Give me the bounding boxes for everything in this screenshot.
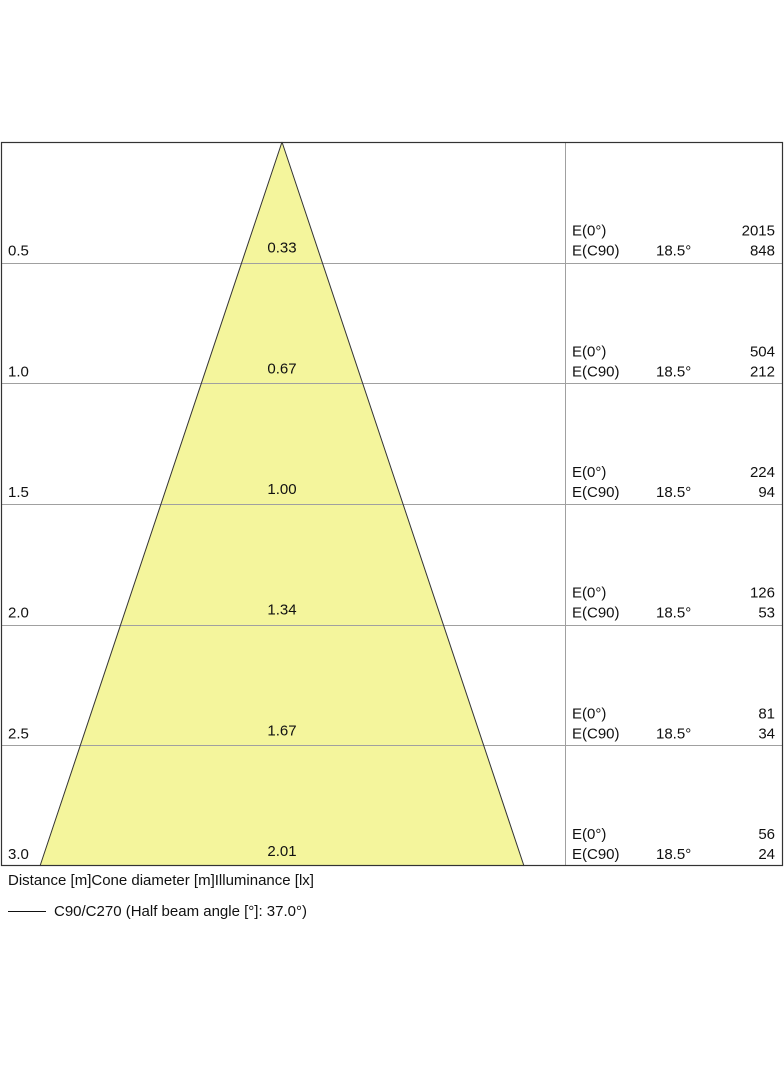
e0-label: E(0°) [572,223,606,240]
e0-label: E(0°) [572,464,606,481]
ec90-value: 34 [758,725,775,742]
cone-edge-left [39,141,283,867]
ec90-value: 53 [758,605,775,622]
half-angle-label: 18.5° [656,846,691,863]
ec90-value: 24 [758,846,775,863]
ec90-label: E(C90) [572,363,620,380]
legend-label: C90/C270 (Half beam angle [°]: 37.0°) [54,903,307,920]
chart-frame [0,141,784,867]
ec90-value: 94 [758,484,775,501]
distance-label: 0.5 [8,243,29,260]
e0-value: 224 [750,464,775,481]
diameter-label: 0.33 [267,240,296,257]
ec90-label: E(C90) [572,725,620,742]
e0-value: 504 [750,343,775,360]
half-angle-label: 18.5° [656,243,691,260]
distance-label: 1.5 [8,484,29,501]
ec90-label: E(C90) [572,243,620,260]
ec90-value: 212 [750,363,775,380]
e0-value: 2015 [742,223,775,240]
diameter-label: 0.67 [267,360,296,377]
diameter-label: 1.34 [267,602,296,619]
e0-label: E(0°) [572,705,606,722]
e0-label: E(0°) [572,343,606,360]
legend-line-swatch [8,911,46,912]
legend: C90/C270 (Half beam angle [°]: 37.0°) [8,903,307,920]
half-angle-label: 18.5° [656,363,691,380]
cone-edge-right [281,141,525,867]
distance-label: 2.0 [8,605,29,622]
ec90-label: E(C90) [572,846,620,863]
ec90-label: E(C90) [572,605,620,622]
distance-label: 3.0 [8,846,29,863]
e0-value: 56 [758,826,775,843]
e0-label: E(0°) [572,826,606,843]
half-angle-label: 18.5° [656,725,691,742]
distance-label: 2.5 [8,725,29,742]
ec90-label: E(C90) [572,484,620,501]
diameter-label: 2.01 [267,843,296,860]
ec90-value: 848 [750,243,775,260]
half-angle-label: 18.5° [656,605,691,622]
e0-value: 81 [758,705,775,722]
e0-value: 126 [750,585,775,602]
half-angle-label: 18.5° [656,484,691,501]
diameter-label: 1.67 [267,722,296,739]
diameter-label: 1.00 [267,481,296,498]
e0-label: E(0°) [572,585,606,602]
distance-label: 1.0 [8,363,29,380]
chart-caption: Distance [m]Cone diameter [m]Illuminance… [8,872,314,889]
